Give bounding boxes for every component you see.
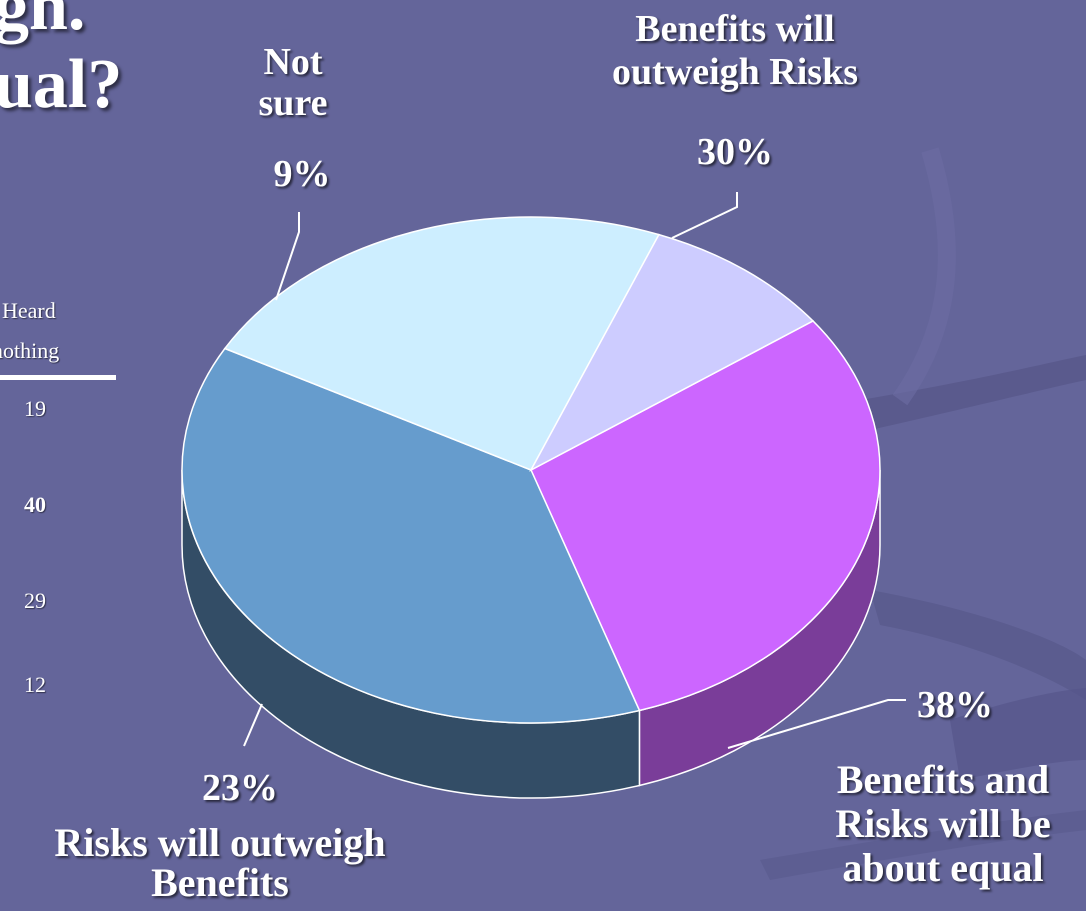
label-not-sure-line2: sure [258, 82, 328, 125]
leader-line [727, 699, 906, 749]
pie-slice [223, 216, 661, 471]
label-not-sure-line1: Not [263, 41, 323, 83]
label-about-equal: Benefits and Risks will be about equal [800, 758, 1086, 890]
label-equal-line3: about equal [842, 845, 1044, 890]
table-header-line1: Heard [2, 298, 56, 323]
label-benefits-line2: outweigh Risks [612, 50, 858, 93]
label-benefits-outweigh: Benefits will outweigh Risks [560, 8, 910, 93]
pie-slice [529, 233, 815, 472]
table-cell: 29 [24, 588, 46, 613]
leader-line [275, 212, 300, 301]
label-risks-line1: Risks will outweigh [54, 820, 386, 865]
pie-slice [181, 347, 641, 724]
leader-line [243, 703, 263, 747]
pie-slice [530, 320, 881, 712]
title-fragment-1: gh. [0, 0, 86, 45]
table-cell: 12 [24, 672, 46, 697]
table-cell: 40 [24, 492, 46, 517]
table-cell: 19 [24, 396, 46, 421]
table-header-line2: nothing [0, 338, 60, 363]
pct-label: 9% [273, 153, 331, 195]
pct-label: 38% [917, 684, 993, 726]
table-header-rule [0, 375, 116, 380]
label-risks-line2: Benefits [151, 860, 289, 905]
label-equal-line1: Benefits and [836, 757, 1050, 802]
label-equal-line2: Risks will be [835, 801, 1051, 846]
pct-label: 23% [202, 767, 278, 809]
label-risks-outweigh: Risks will outweigh Benefits [10, 823, 430, 903]
title-fragment-2: ual? [0, 46, 123, 123]
label-benefits-line1: Benefits will [635, 8, 835, 50]
label-not-sure: Not sure [238, 41, 348, 125]
leader-line [671, 192, 738, 239]
pct-label: 30% [697, 131, 773, 173]
